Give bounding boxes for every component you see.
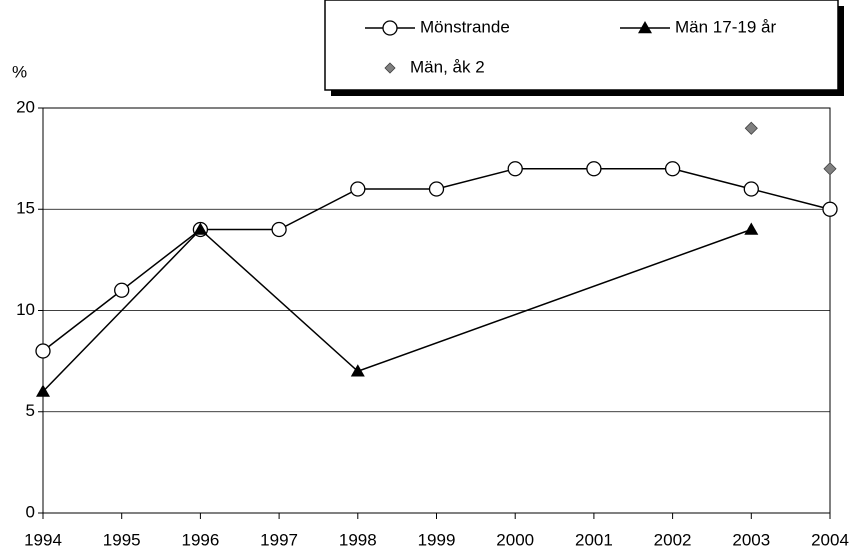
y-tick-label: 20 bbox=[16, 97, 35, 116]
x-tick-label: 1998 bbox=[339, 530, 377, 549]
legend-label: Mönstrande bbox=[420, 17, 510, 36]
marker-triangle bbox=[350, 364, 365, 377]
marker-circle bbox=[822, 201, 838, 217]
legend-label: Män, åk 2 bbox=[410, 57, 485, 76]
x-tick-label: 1994 bbox=[24, 530, 62, 549]
marker-circle bbox=[586, 161, 602, 177]
marker-circle bbox=[743, 181, 759, 197]
y-axis-label: % bbox=[12, 62, 27, 81]
legend-marker bbox=[382, 20, 398, 36]
x-tick-label: 2004 bbox=[811, 530, 849, 549]
x-tick-label: 2001 bbox=[575, 530, 613, 549]
x-tick-label: 1996 bbox=[181, 530, 219, 549]
marker-circle bbox=[114, 282, 130, 298]
x-tick-label: 1995 bbox=[103, 530, 141, 549]
marker-diamond bbox=[823, 162, 837, 176]
legend-label: Män 17-19 år bbox=[675, 17, 776, 36]
legend-marker bbox=[384, 62, 396, 74]
x-tick-label: 2003 bbox=[732, 530, 770, 549]
x-tick-label: 1997 bbox=[260, 530, 298, 549]
x-tick-label: 2000 bbox=[496, 530, 534, 549]
marker-triangle bbox=[36, 384, 50, 397]
marker-circle bbox=[507, 161, 523, 177]
marker-diamond bbox=[744, 121, 758, 135]
marker-circle bbox=[35, 343, 51, 359]
marker-circle bbox=[271, 221, 287, 238]
marker-triangle bbox=[744, 222, 759, 235]
x-tick-label: 1999 bbox=[418, 530, 456, 549]
legend-marker bbox=[638, 21, 652, 34]
y-tick-label: 10 bbox=[16, 300, 35, 319]
marker-circle bbox=[664, 161, 681, 177]
y-tick-label: 0 bbox=[26, 502, 35, 521]
marker-circle bbox=[428, 181, 445, 197]
legend bbox=[324, 0, 839, 91]
series-line bbox=[42, 228, 752, 393]
marker-circle bbox=[350, 181, 366, 197]
y-tick-label: 5 bbox=[26, 401, 35, 420]
x-tick-label: 2002 bbox=[654, 530, 692, 549]
y-tick-label: 15 bbox=[16, 199, 35, 218]
marker-triangle bbox=[193, 222, 208, 235]
